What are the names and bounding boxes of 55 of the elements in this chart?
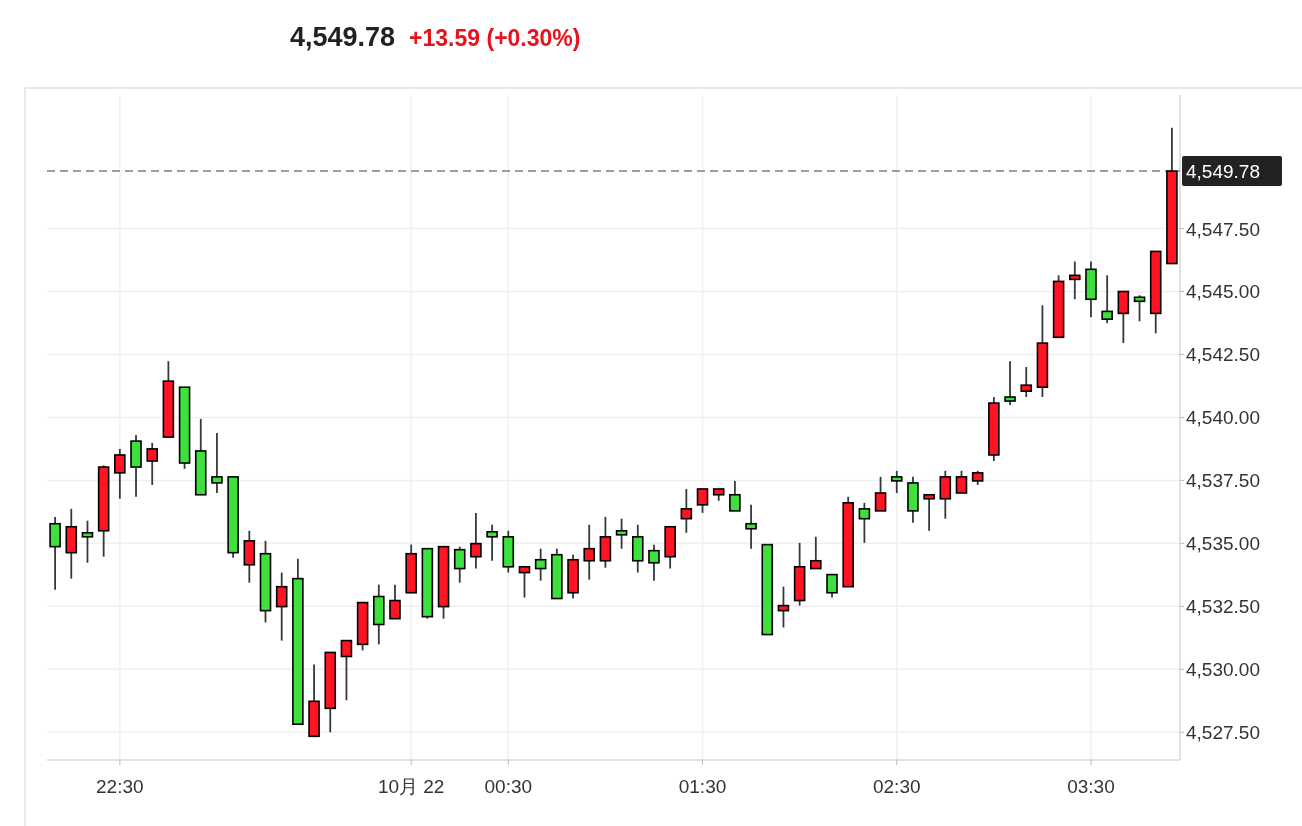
candlestick [648, 543, 660, 582]
candlestick [1068, 260, 1081, 301]
candlestick [923, 493, 935, 532]
candlestick [453, 545, 466, 584]
candlestick [599, 516, 612, 569]
candlestick [389, 583, 401, 620]
candlestick [534, 547, 547, 582]
ref-line-label: 4,549.78 [1186, 161, 1260, 183]
candlestick [583, 523, 596, 581]
candlestick [518, 565, 531, 599]
x-tick-label: 22:30 [96, 776, 144, 797]
candlestick [696, 488, 709, 514]
candlestick [1004, 360, 1016, 406]
y-tick-label: 4,547.50 [1186, 218, 1260, 240]
chart-title: 4,549.78 [290, 22, 396, 52]
candlestick [1101, 274, 1113, 325]
x-tick-label: 03:30 [1067, 776, 1115, 797]
candlestick [275, 571, 288, 642]
candlestick [631, 523, 644, 574]
chart-subtitle: +13.59 (+0.30%) [409, 25, 581, 51]
y-tick-label: 4,530.00 [1186, 659, 1260, 681]
y-tick-label: 4,527.50 [1186, 722, 1260, 744]
candlestick [1133, 294, 1146, 323]
candlestick [680, 488, 693, 534]
candlestick [470, 511, 482, 570]
candlestick [939, 469, 952, 520]
candlestick [81, 519, 94, 564]
y-tick-label: 4,542.50 [1186, 344, 1260, 366]
x-tick-label: 01:30 [678, 776, 727, 797]
candlestick [826, 573, 838, 599]
x-tick-label: 02:30 [872, 776, 921, 797]
candlestick [858, 501, 871, 544]
candlestick [49, 516, 61, 591]
candlestick [615, 517, 628, 550]
candlestick [745, 503, 757, 550]
y-tick-label: 4,537.50 [1186, 470, 1260, 492]
candlestick [211, 432, 223, 494]
candlestick [729, 480, 741, 512]
candlestick [955, 469, 968, 494]
candlestick [1117, 290, 1130, 345]
candlestick [890, 469, 903, 494]
candlestick [340, 639, 353, 702]
x-tick-label: 10月 22 [377, 776, 445, 797]
candlestick [146, 441, 159, 486]
candlestick [810, 535, 822, 570]
candlestick [114, 448, 126, 500]
y-tick-label: 4,545.00 [1186, 281, 1260, 303]
candlestick [1020, 366, 1033, 398]
candlestick [874, 475, 887, 512]
x-tick-label: 00:30 [484, 776, 533, 797]
candlestick [486, 523, 498, 562]
y-tick-label: 4,532.50 [1186, 596, 1260, 618]
y-tick-label: 4,535.00 [1186, 533, 1260, 555]
candlestick [243, 529, 256, 584]
y-tick-label: 4,540.00 [1186, 407, 1260, 429]
